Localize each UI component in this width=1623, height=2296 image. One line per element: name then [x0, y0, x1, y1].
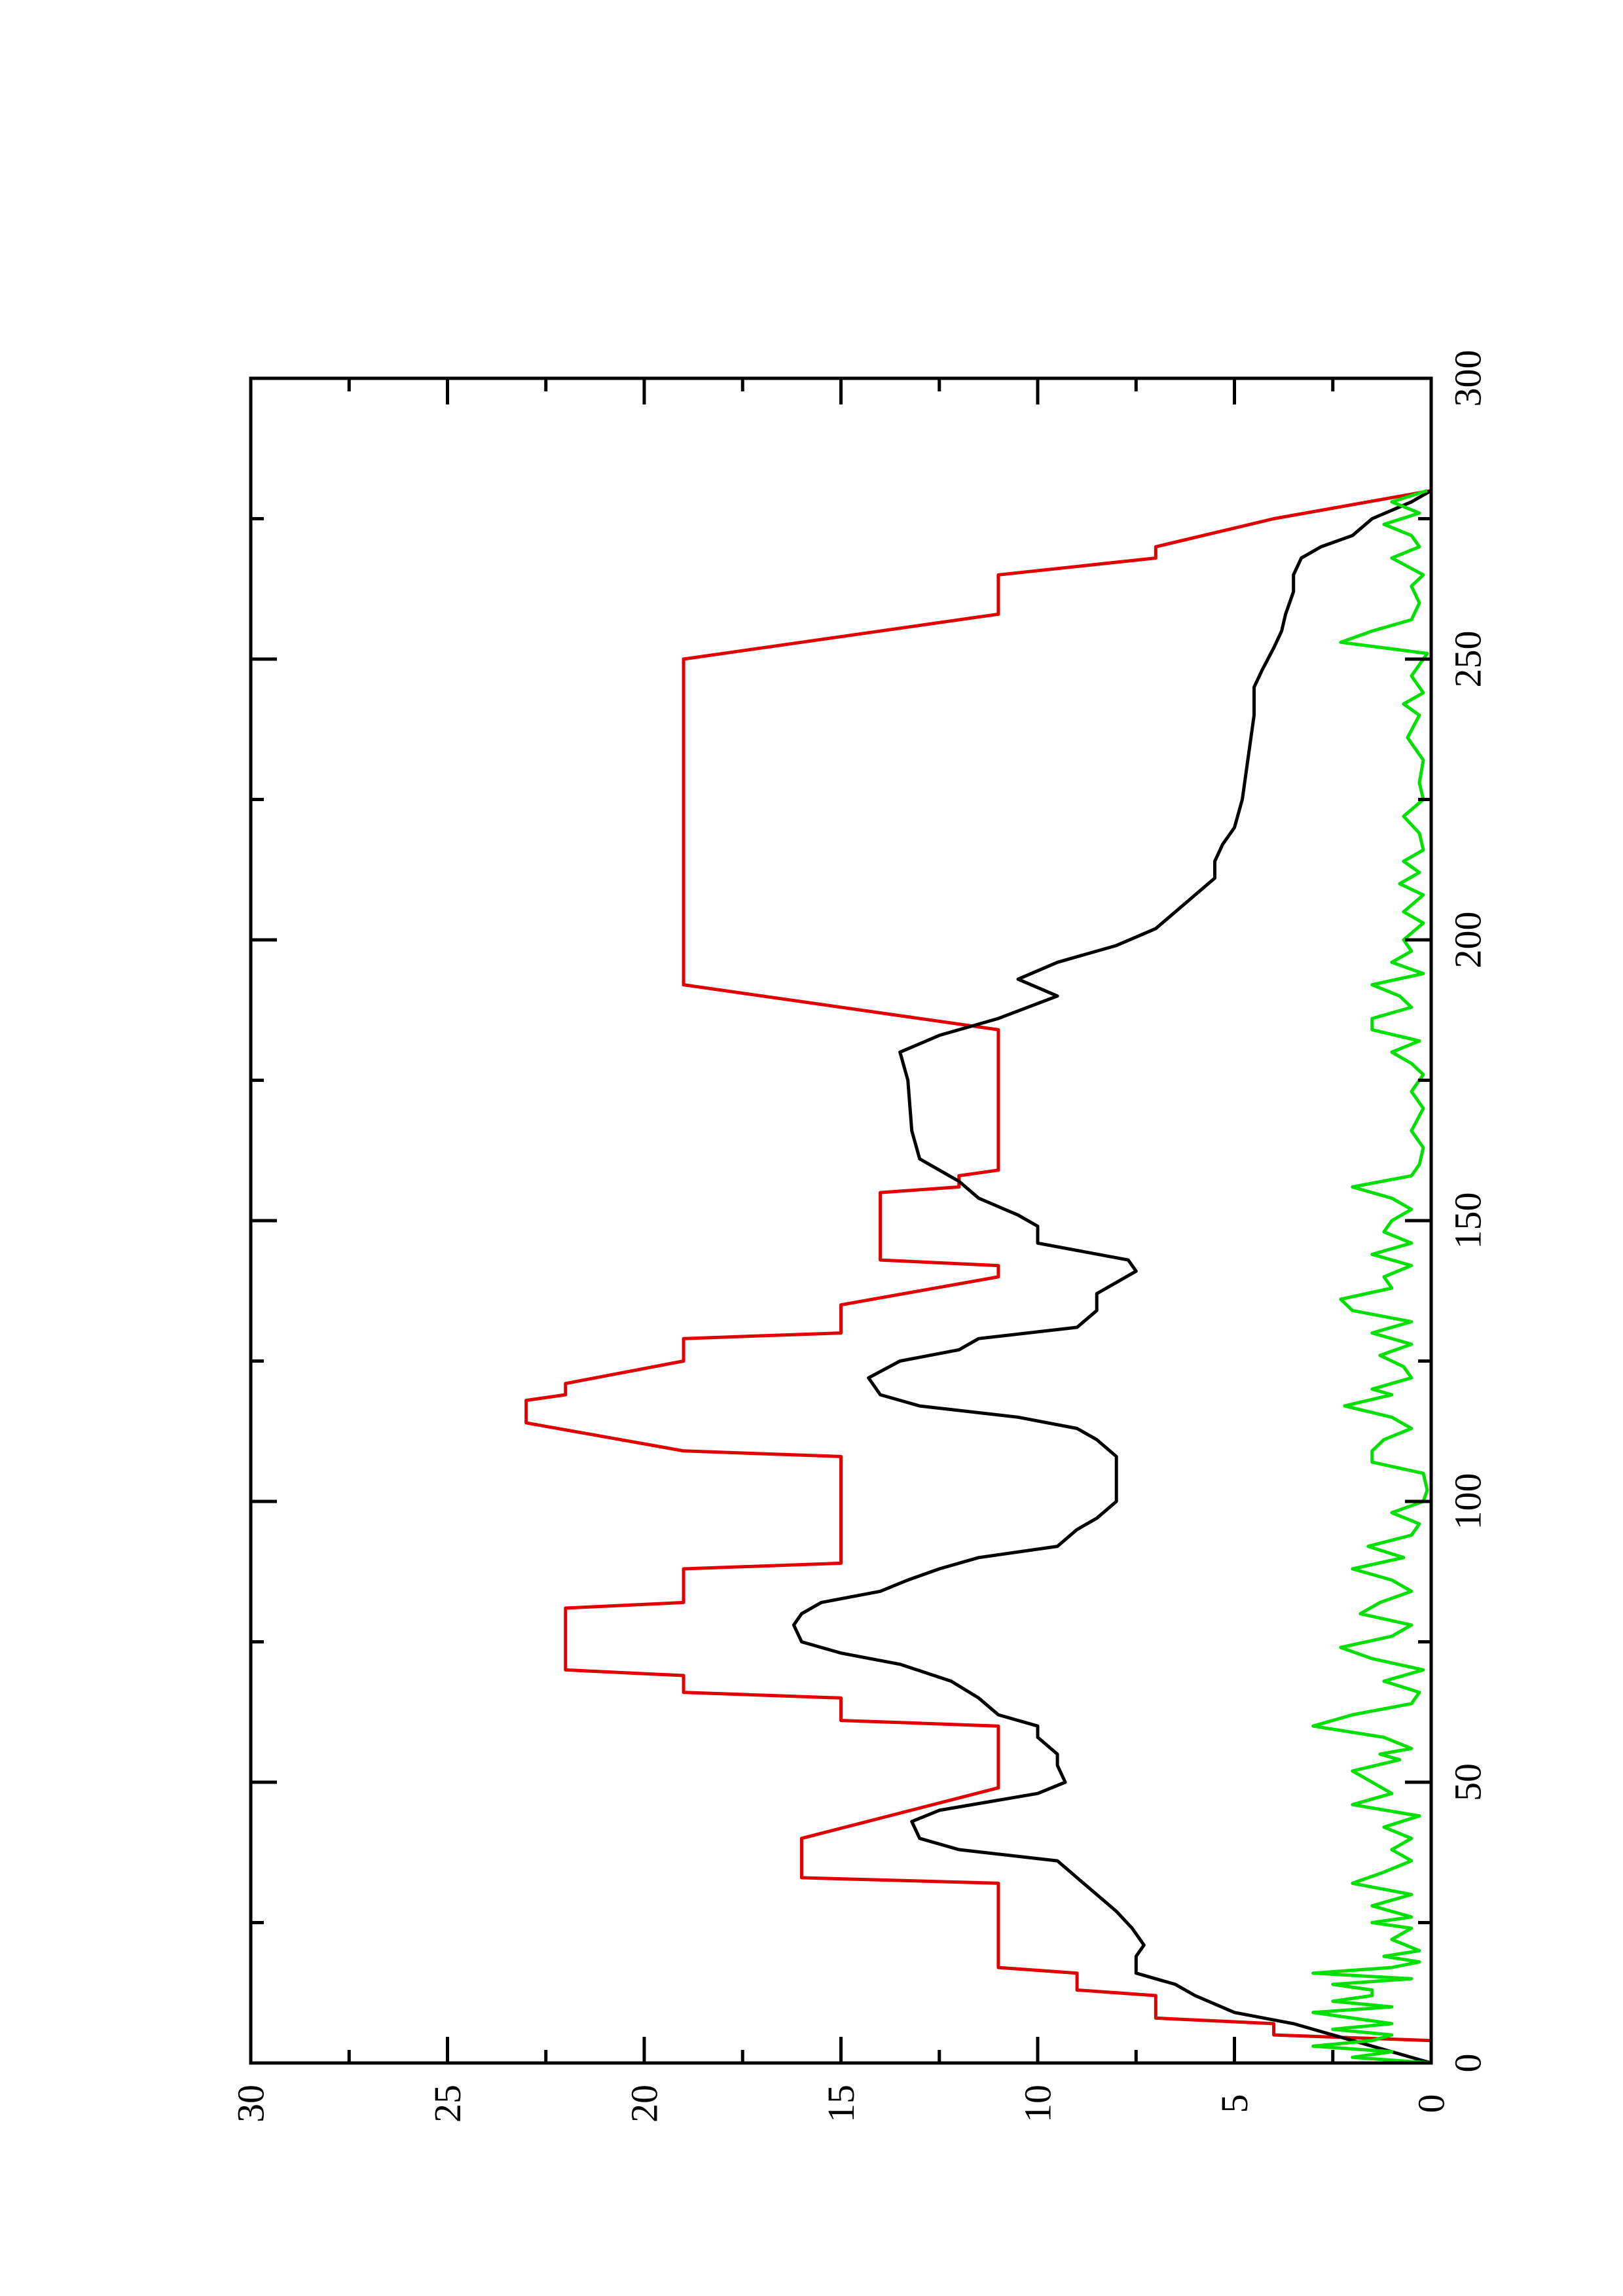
series-line-3 [1311, 489, 1432, 2065]
series-line-1 [524, 489, 1433, 2063]
y-tick-label: 30 [230, 2085, 272, 2123]
axis-layer: 0 50 100 150 200 250 300 0 5 10 15 20 25 30 [230, 350, 1489, 2123]
y-tick-label: 15 [820, 2085, 862, 2123]
y-tick-label: 5 [1213, 2094, 1256, 2113]
x-tick-label: 50 [1447, 1763, 1489, 1801]
x-tick-label: 0 [1447, 2054, 1489, 2073]
x-tick-label: 200 [1447, 912, 1489, 969]
y-tick-label: 10 [1017, 2085, 1059, 2123]
x-tick-label: 300 [1447, 350, 1489, 407]
y-tick-label: 25 [426, 2085, 469, 2123]
x-tick-label: 100 [1447, 1473, 1489, 1530]
series-layer [524, 489, 1433, 2065]
y-tick-label: 0 [1410, 2094, 1453, 2113]
x-tick-label: 150 [1447, 1193, 1489, 1249]
plot-frame [249, 376, 1433, 2065]
x-tick-label: 250 [1447, 631, 1489, 688]
y-tick-label: 20 [623, 2085, 666, 2123]
series-line-2 [792, 489, 1432, 2065]
